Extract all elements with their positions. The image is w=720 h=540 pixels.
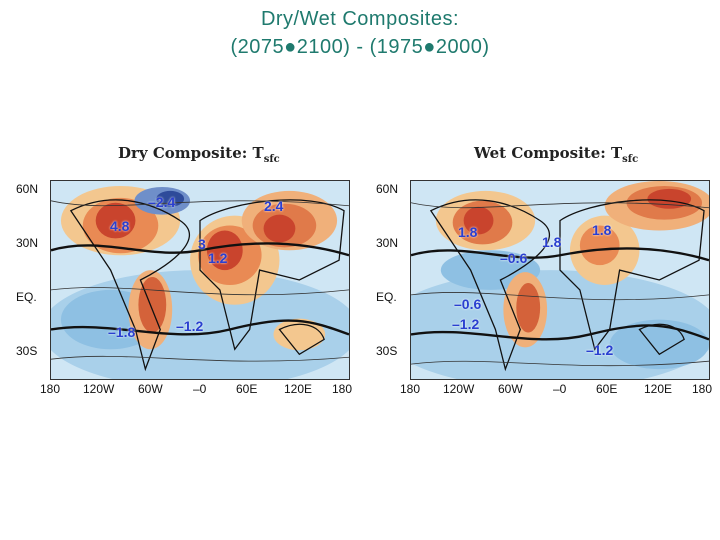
lat-label-30n: 30N [16,236,39,250]
lon-label-60e: 60E [596,382,618,396]
value-label: –1.8 [108,324,136,340]
value-label: 1.8 [458,224,478,240]
value-label: 1.8 [592,222,612,238]
slide-title-line2: (2075●2100) - (1975●2000) [230,36,490,58]
lon-label-60e: 60E [236,382,258,396]
lat-label-eq: EQ. [376,290,397,304]
value-label: –0.6 [454,296,482,312]
lon-label-180w: 180 [400,382,421,396]
value-label: –0.6 [500,250,528,266]
dry-composite-title-text: Dry Composite: T [118,144,264,162]
lon-label-120e: 120E [644,382,673,396]
lon-label-180w: 180 [40,382,61,396]
dry-composite-panel: Dry Composite: Tsfc [10,140,360,400]
wet-composite-panel: Wet Composite: Tsfc 60N 30 [370,140,720,400]
value-label: 2.4 [264,198,284,214]
value-label: –2.4 [148,194,176,210]
lon-label-60w: 60W [138,382,163,396]
value-label: 1.2 [208,250,228,266]
dry-composite-title: Dry Composite: Tsfc [118,144,280,165]
lat-label-30s: 30S [16,344,38,358]
lon-label-180e: 180 [332,382,353,396]
lat-label-60n: 60N [16,182,39,196]
lon-label-120e: 120E [284,382,313,396]
value-label: –1.2 [586,342,614,358]
dry-composite-title-sub: sfc [263,154,280,165]
value-label: 3 [198,236,206,252]
value-label: –1.2 [452,316,480,332]
value-label: 4.8 [110,218,130,234]
lon-label-120w: 120W [443,382,475,396]
lon-label-0: –0 [553,382,567,396]
wet-map-graphic [411,181,709,379]
value-label: –1.2 [176,318,204,334]
slide-title-line1: Dry/Wet Composites: [260,8,460,30]
lon-label-60w: 60W [498,382,523,396]
lat-label-30n: 30N [376,236,399,250]
lon-label-0: –0 [193,382,207,396]
value-label: 1.8 [542,234,562,250]
lat-label-eq: EQ. [16,290,37,304]
lat-label-60n: 60N [376,182,399,196]
wet-composite-title: Wet Composite: Tsfc [474,144,638,165]
lon-label-180e: 180 [692,382,713,396]
wet-composite-map [410,180,710,380]
wet-composite-title-text: Wet Composite: T [474,144,623,162]
wet-composite-title-sub: sfc [622,154,639,165]
lat-label-30s: 30S [376,344,398,358]
dry-map-graphic [51,181,349,379]
dry-composite-map [50,180,350,380]
lon-label-120w: 120W [83,382,115,396]
